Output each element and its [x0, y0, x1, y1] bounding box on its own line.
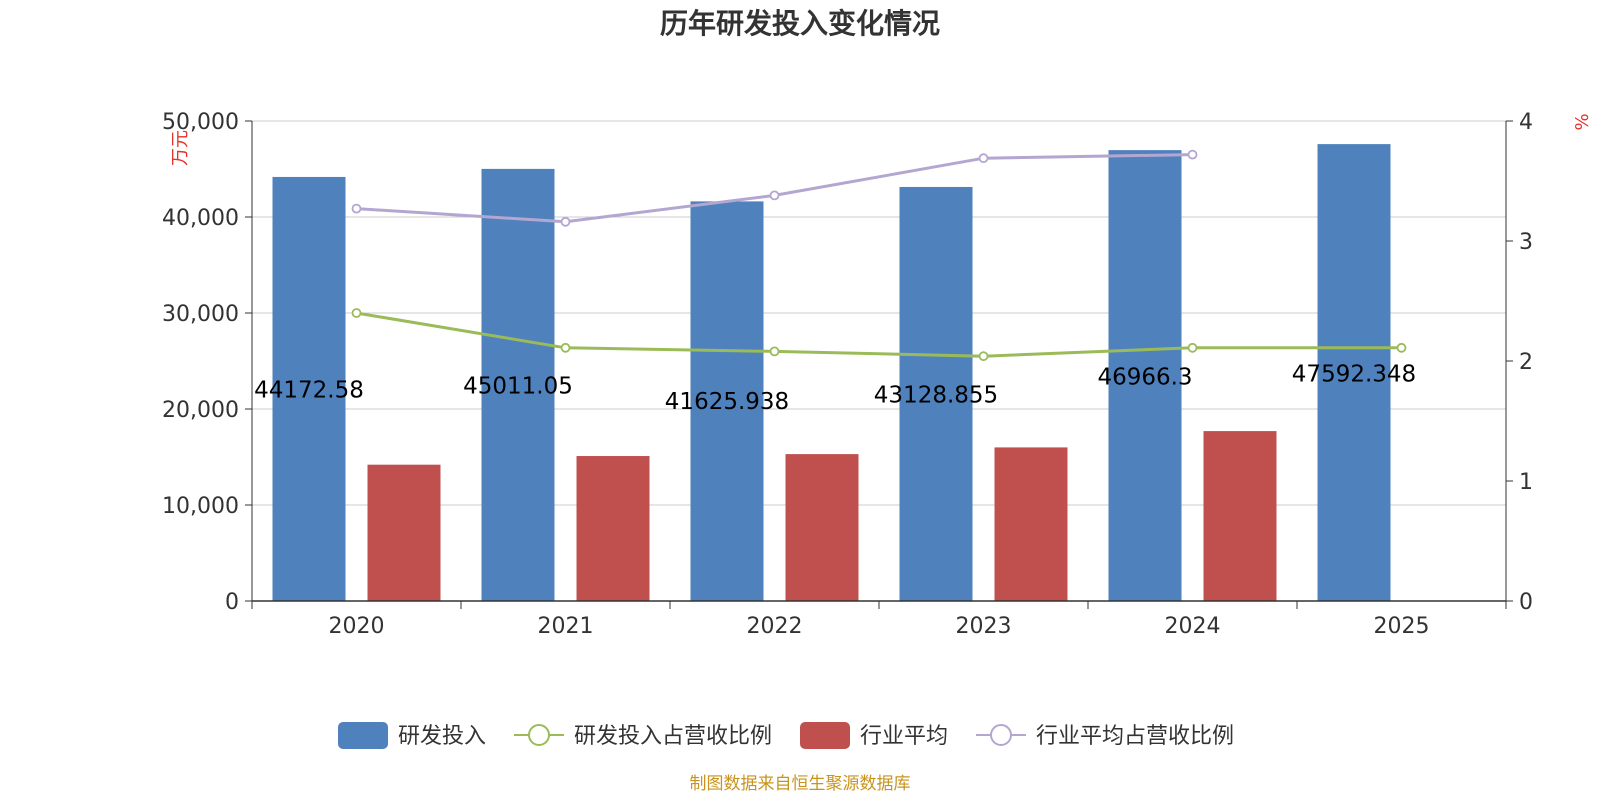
y-right-unit: %	[1572, 113, 1593, 130]
legend-swatch-marker	[528, 724, 550, 746]
legend: 研发投入 研发投入占营收比例 行业平均 行业平均占营收比例	[338, 722, 1234, 749]
x-tick-label: 2025	[1374, 614, 1430, 639]
bar	[899, 186, 973, 601]
bar-data-label: 44172.58	[254, 377, 364, 403]
y-left-unit: 万元	[170, 130, 191, 166]
y-right-tick-label: 1	[1519, 470, 1533, 495]
legend-label: 研发投入	[398, 724, 486, 749]
bar	[272, 176, 346, 601]
legend-label: 行业平均	[860, 724, 948, 749]
y-left-tick-label: 0	[225, 590, 239, 615]
y-left-tick-label: 20,000	[162, 398, 239, 423]
bar	[994, 447, 1068, 601]
lines	[351, 149, 1407, 362]
line-point	[560, 216, 571, 227]
line-point	[1396, 342, 1407, 353]
line-point	[560, 342, 571, 353]
bar-data-label: 46966.3	[1097, 365, 1192, 391]
line-point	[351, 203, 362, 214]
bar-data-label: 43128.855	[874, 382, 998, 408]
bar	[1203, 431, 1277, 601]
bar-data-label: 45011.05	[463, 374, 573, 400]
x-tick-label: 2020	[329, 614, 385, 639]
line-point	[351, 308, 362, 318]
line-point	[769, 346, 780, 357]
x-tick-label: 2023	[956, 614, 1012, 639]
bar	[785, 454, 859, 601]
y-right-tick-label: 2	[1519, 350, 1533, 375]
y-right-tick-label: 0	[1519, 590, 1533, 615]
x-tick-label: 2022	[747, 614, 803, 639]
legend-label: 研发投入占营收比例	[574, 724, 772, 749]
line-point	[769, 190, 780, 201]
source-note: 制图数据来自恒生聚源数据库	[690, 774, 911, 794]
bar-data-label: 41625.938	[665, 389, 789, 415]
series-line	[356, 311, 1402, 358]
axes: 0 10,000 20,000 30,000 40,000 50,000 0 1 2 3 4 2020…	[162, 110, 1533, 639]
legend-label: 行业平均占营收比例	[1036, 724, 1234, 749]
legend-swatch-marker	[990, 724, 1012, 746]
bar	[481, 168, 555, 601]
legend-swatch-bar	[800, 722, 850, 749]
bars	[272, 144, 1391, 601]
bar	[690, 201, 764, 601]
y-right-tick-label: 3	[1519, 230, 1533, 255]
bar	[367, 464, 441, 601]
chart-title: 历年研发投入变化情况	[660, 7, 940, 40]
bar	[1108, 150, 1182, 601]
y-right-tick-label: 4	[1519, 110, 1533, 135]
line-point	[978, 153, 989, 164]
bar	[576, 456, 650, 601]
x-tick-label: 2021	[538, 614, 594, 639]
x-tick-label: 2024	[1165, 614, 1221, 639]
line-point	[978, 351, 989, 362]
bar-data-label: 47592.348	[1292, 362, 1416, 388]
gridlines	[252, 120, 1506, 506]
y-left-tick-label: 40,000	[162, 206, 239, 231]
bar	[1317, 144, 1391, 601]
line-point	[1187, 149, 1198, 160]
legend-swatch-bar	[338, 722, 388, 749]
line-point	[1187, 342, 1198, 353]
y-left-tick-label: 30,000	[162, 302, 239, 327]
y-left-tick-label: 50,000	[162, 110, 239, 135]
data-labels: 44172.58 45011.05 41625.938 43128.855 46966.…	[254, 362, 1416, 415]
y-left-tick-label: 10,000	[162, 494, 239, 519]
